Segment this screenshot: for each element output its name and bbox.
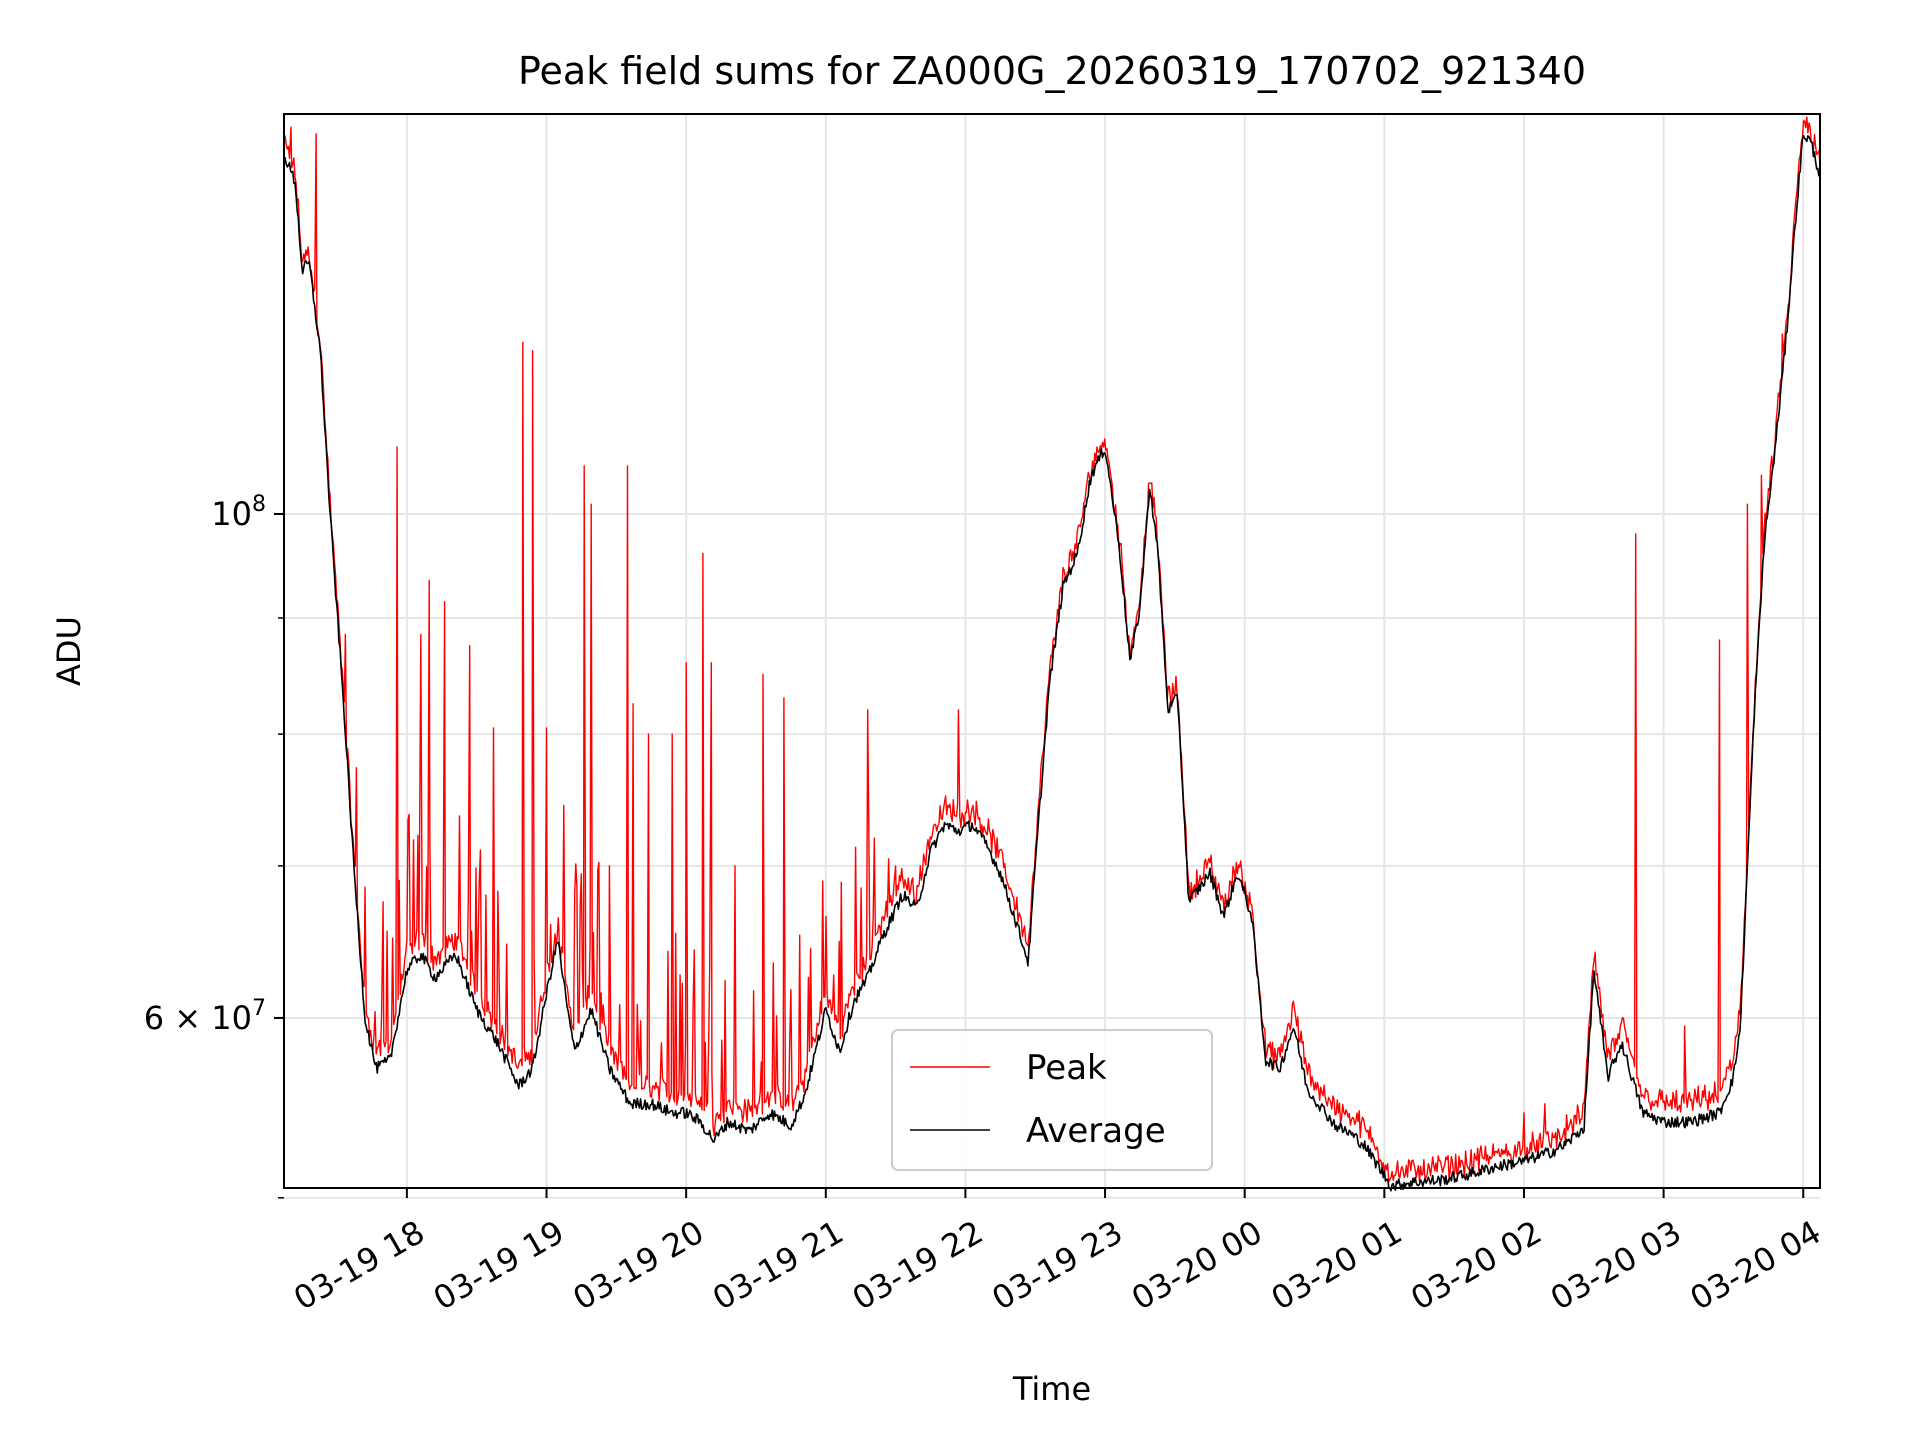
legend-label-peak: Peak: [1026, 1048, 1107, 1088]
series-line-average: [283, 135, 1821, 1192]
grid-lines: [284, 114, 1820, 1199]
plot-frame: [283, 113, 1821, 1189]
series-line-peak: [283, 116, 1821, 1183]
y-axis-ticks: 6 × 107 108: [144, 492, 284, 1199]
plot-series: [283, 116, 1821, 1192]
y-axis-label: ADU: [50, 616, 88, 686]
chart-title: Peak field sums for ZA000G_20260319_1707…: [518, 49, 1586, 93]
legend: Peak Average: [891, 1029, 1213, 1171]
y-tick-label: 108: [211, 492, 266, 533]
x-axis-label: Time: [1012, 1370, 1091, 1408]
legend-label-average: Average: [1026, 1111, 1166, 1151]
legend-box: [891, 1029, 1213, 1171]
y-tick-label: 6 × 107: [144, 996, 266, 1037]
